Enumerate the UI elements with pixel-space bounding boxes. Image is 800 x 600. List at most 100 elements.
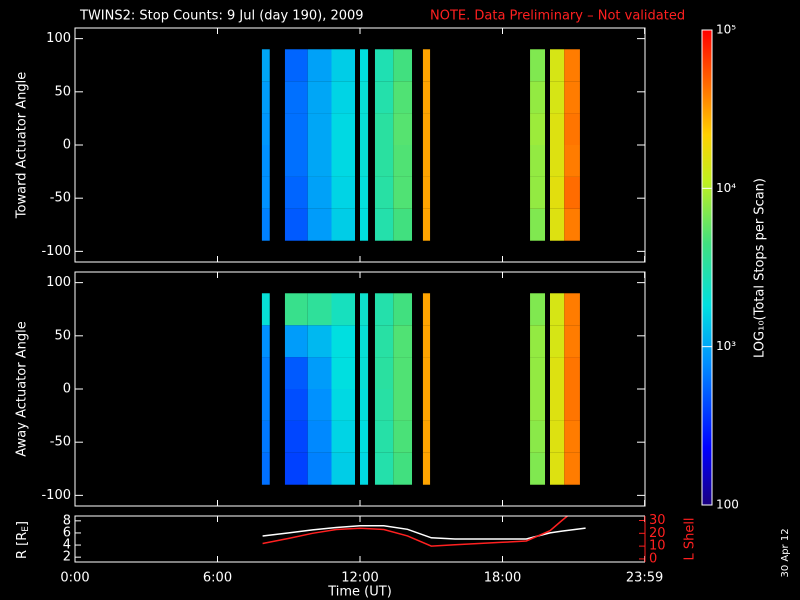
heat-cell bbox=[360, 176, 369, 209]
y-tick-label: 50 bbox=[54, 328, 71, 343]
y-tick-label: 4 bbox=[63, 538, 71, 553]
heat-cell bbox=[374, 81, 394, 114]
heat-cell bbox=[360, 325, 369, 358]
heat-cell bbox=[422, 113, 431, 145]
heat-cell bbox=[564, 113, 580, 145]
heat-cell bbox=[261, 49, 270, 82]
heat-cell bbox=[331, 145, 356, 177]
heat-cell bbox=[550, 357, 565, 389]
heat-cell bbox=[564, 389, 580, 421]
heat-cell bbox=[360, 81, 369, 114]
heat-cell bbox=[284, 113, 308, 145]
heat-cell bbox=[261, 452, 270, 485]
heat-cell bbox=[422, 420, 431, 453]
heat-cell bbox=[284, 208, 308, 241]
x-tick-label: 18:00 bbox=[484, 571, 521, 586]
heat-cell bbox=[307, 325, 332, 358]
heat-cell bbox=[331, 420, 356, 453]
heat-cell bbox=[374, 176, 394, 209]
heat-cell bbox=[261, 420, 270, 453]
y-tick-label: -100 bbox=[41, 488, 71, 503]
heat-cell bbox=[261, 113, 270, 145]
heat-cell bbox=[530, 81, 546, 114]
heat-cell bbox=[530, 357, 546, 389]
heat-cell bbox=[374, 389, 394, 421]
colorbar-label: LOG₁₀(Total Stops per Scan) bbox=[753, 178, 768, 358]
heat-cell bbox=[261, 325, 270, 358]
heat-cell bbox=[307, 49, 332, 82]
y-tick-label: 0 bbox=[63, 382, 71, 397]
heat-cell bbox=[393, 208, 413, 241]
heat-cell bbox=[564, 420, 580, 453]
heat-cell bbox=[393, 452, 413, 485]
heat-cell bbox=[530, 145, 546, 177]
colorbar-tick-label: 10⁵ bbox=[716, 23, 736, 37]
heat-cell bbox=[422, 389, 431, 421]
heat-cell bbox=[284, 293, 308, 326]
heat-cell bbox=[374, 325, 394, 358]
heat-cell bbox=[261, 208, 270, 241]
heat-cell bbox=[550, 49, 565, 82]
heat-cell bbox=[564, 145, 580, 177]
heat-cell bbox=[307, 452, 332, 485]
heat-cell bbox=[530, 49, 546, 82]
panel-frame bbox=[74, 515, 645, 563]
heat-cell bbox=[261, 145, 270, 177]
heat-cell bbox=[393, 357, 413, 389]
heat-cell bbox=[360, 389, 369, 421]
heat-cell bbox=[261, 176, 270, 209]
y-tick-label: -50 bbox=[50, 191, 71, 206]
heat-cell bbox=[564, 208, 580, 241]
heat-cell bbox=[564, 325, 580, 358]
heat-cell bbox=[393, 420, 413, 453]
y2-axis-label: L Shell bbox=[683, 517, 698, 560]
heat-cell bbox=[550, 113, 565, 145]
heat-cell bbox=[307, 420, 332, 453]
heat-cell bbox=[284, 49, 308, 82]
heat-cell bbox=[530, 389, 546, 421]
heat-cell bbox=[307, 293, 332, 326]
heat-cell bbox=[307, 357, 332, 389]
heat-cell bbox=[307, 208, 332, 241]
heat-cell bbox=[284, 81, 308, 114]
y2-tick-label: 10 bbox=[649, 539, 666, 554]
series-line bbox=[262, 516, 569, 547]
heat-cell bbox=[360, 293, 369, 326]
heat-cell bbox=[284, 389, 308, 421]
heat-cell bbox=[393, 293, 413, 326]
colorbar-tick-label: 100 bbox=[716, 498, 739, 512]
heat-cell bbox=[393, 81, 413, 114]
heat-cell bbox=[550, 145, 565, 177]
y-tick-label: 50 bbox=[54, 84, 71, 99]
heat-cell bbox=[261, 293, 270, 326]
y-tick-label: 100 bbox=[46, 31, 71, 46]
panel-frame bbox=[74, 271, 646, 507]
heat-cell bbox=[564, 176, 580, 209]
heat-cell bbox=[550, 325, 565, 358]
heat-cell bbox=[422, 208, 431, 241]
heat-cell bbox=[550, 208, 565, 241]
footer: 30 Apr 12 bbox=[780, 528, 791, 577]
panel-frame bbox=[74, 27, 646, 263]
heat-cell bbox=[374, 113, 394, 145]
heat-cell bbox=[331, 452, 356, 485]
heat-cell bbox=[331, 389, 356, 421]
y2-tick-label: 30 bbox=[649, 513, 666, 528]
heat-cell bbox=[422, 325, 431, 358]
heat-cell bbox=[422, 293, 431, 326]
heat-cell bbox=[261, 81, 270, 114]
heat-cell bbox=[374, 49, 394, 82]
heat-cell bbox=[374, 293, 394, 326]
heat-cell bbox=[550, 389, 565, 421]
x-tick-label: 23:59 bbox=[626, 571, 663, 586]
x-tick-label: 12:00 bbox=[341, 571, 378, 586]
y-tick-label: -50 bbox=[50, 435, 71, 450]
heat-cell bbox=[393, 325, 413, 358]
heat-cell bbox=[284, 420, 308, 453]
label-part: R [R bbox=[15, 532, 30, 559]
y-tick-label: 100 bbox=[46, 275, 71, 290]
heat-cell bbox=[307, 81, 332, 114]
y-axis-label: Toward Actuator Angle bbox=[15, 72, 30, 219]
heat-cell bbox=[530, 325, 546, 358]
heat-cell bbox=[360, 420, 369, 453]
